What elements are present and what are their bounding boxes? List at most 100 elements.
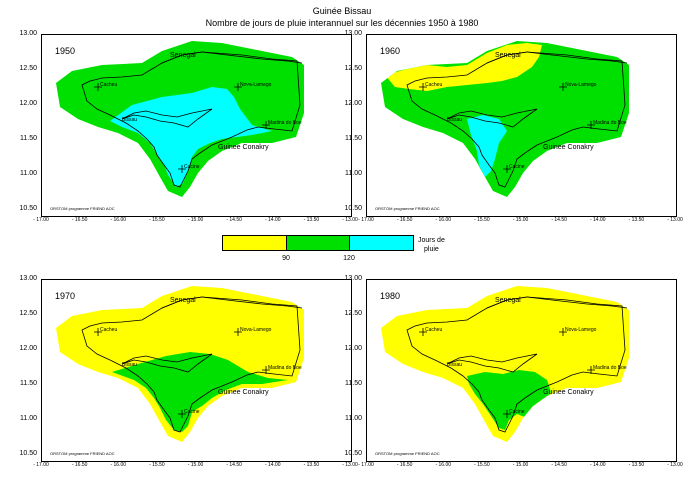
x-tick-row: - 17.00 - 16.50 - 16.00 - 15.50 - 15.00 - 14.… bbox=[33, 462, 361, 472]
y-tick-label: 10.50 bbox=[19, 205, 37, 212]
x-tick-label: - 15.00 bbox=[187, 217, 204, 223]
y-tick-label: 10.50 bbox=[19, 450, 37, 457]
place-marker-nova_lamego bbox=[559, 83, 567, 91]
legend-unit: Jours de pluie bbox=[418, 236, 445, 254]
zone-region bbox=[112, 352, 288, 432]
y-tick-label: 11.00 bbox=[345, 415, 362, 422]
y-tick-label: 12.50 bbox=[344, 310, 362, 317]
y-tick-label: 11.00 bbox=[20, 170, 37, 177]
place-label-cacheu: Cacheu bbox=[100, 327, 117, 333]
place-marker-madina_boe bbox=[587, 121, 595, 129]
x-tick-label: - 14.50 bbox=[551, 217, 567, 223]
place-label-senegal: Senegal bbox=[495, 297, 521, 304]
place-label-nova_lamego: Nova-Lamego bbox=[240, 327, 272, 333]
border-line bbox=[161, 51, 303, 64]
y-tick-label: 11.50 bbox=[20, 380, 37, 387]
place-label-catio: Cacine bbox=[184, 409, 200, 415]
place-marker-catio bbox=[503, 165, 511, 173]
decade-label: 1950 bbox=[55, 46, 76, 56]
y-tick-label: 13.00 bbox=[19, 275, 37, 282]
y-tick-label: 12.00 bbox=[19, 345, 37, 352]
x-tick-row: - 17.00 - 16.50 - 16.00 - 15.50 - 15.00 - 14.… bbox=[33, 217, 361, 227]
map-canvas: Senegal Cacheu Bissau Nova-Lamego Madina do … bbox=[56, 41, 304, 197]
legend-class-mid bbox=[286, 236, 351, 250]
credit-label: ORSTOM programme FRIEND AOC bbox=[375, 206, 440, 211]
panel-1970: 13.00 12.50 12.00 11.50 11.00 10.50 Senegal Cac… bbox=[19, 275, 357, 468]
panel-1980: 13.00 12.50 12.00 11.50 11.00 10.50 Senegal Cac… bbox=[344, 275, 682, 468]
place-label-catio: Cacine bbox=[509, 164, 525, 170]
x-tick-label: - 17.00 bbox=[358, 462, 374, 468]
place-label-guinee_conakry: Guinee Conakry bbox=[543, 144, 594, 151]
place-label-senegal: Senegal bbox=[170, 297, 196, 304]
x-tick-label: - 14.50 bbox=[226, 217, 242, 223]
y-tick-label: 13.00 bbox=[344, 30, 362, 37]
place-label-catio: Cacine bbox=[184, 164, 200, 170]
map-subtitle: Nombre de jours de pluie interannuel sur… bbox=[205, 18, 479, 28]
decade-label: 1970 bbox=[55, 291, 76, 301]
map-canvas: Senegal Cacheu Bissau Nova-Lamego Madina do … bbox=[56, 286, 304, 442]
border-line bbox=[486, 296, 628, 309]
place-marker-nova_lamego bbox=[234, 328, 242, 336]
legend-unit-line2: pluie bbox=[424, 246, 439, 253]
place-label-madina_boe: Madina do Boe bbox=[593, 365, 627, 371]
x-tick-label: - 16.50 bbox=[71, 217, 88, 223]
legend-unit-line1: Jours de bbox=[418, 237, 445, 244]
y-tick-label: 11.00 bbox=[20, 415, 37, 422]
place-marker-catio bbox=[503, 410, 511, 418]
y-tick-label: 13.00 bbox=[344, 275, 362, 282]
place-marker-madina_boe bbox=[262, 121, 270, 129]
legend-threshold-90: 90 bbox=[282, 255, 290, 262]
x-tick-label: - 15.00 bbox=[187, 462, 204, 468]
x-tick-label: - 15.00 bbox=[512, 462, 529, 468]
place-label-madina_boe: Madina do Boe bbox=[268, 365, 302, 371]
map-title: Guinée Bissau bbox=[312, 6, 372, 16]
place-label-nova_lamego: Nova-Lamego bbox=[240, 82, 272, 88]
place-marker-madina_boe bbox=[587, 366, 595, 374]
legend-class-low bbox=[223, 236, 287, 250]
map-frame: Senegal Cacheu Bissau Nova-Lamego Madina do … bbox=[366, 34, 677, 217]
x-tick-label: - 13.00 bbox=[667, 217, 683, 223]
place-label-bissau: Bissau bbox=[122, 362, 137, 368]
x-tick-label: - 15.50 bbox=[474, 217, 490, 223]
x-tick-label: - 14.50 bbox=[226, 462, 242, 468]
credit-label: ORSTOM programme FRIEND AOC bbox=[375, 451, 440, 456]
place-marker-nova_lamego bbox=[234, 83, 242, 91]
panel-1950: 13.00 12.50 12.00 11.50 11.00 10.50 Senegal Cac… bbox=[19, 30, 357, 223]
place-label-senegal: Senegal bbox=[170, 52, 196, 59]
place-marker-catio bbox=[178, 410, 186, 418]
place-marker-cacheu bbox=[94, 328, 102, 336]
place-marker-madina_boe bbox=[262, 366, 270, 374]
place-marker-cacheu bbox=[94, 83, 102, 91]
panel-1960: 13.00 12.50 12.00 11.50 11.00 10.50 Senegal Cac… bbox=[344, 30, 682, 223]
legend-bar bbox=[222, 235, 414, 251]
x-tick-label: - 13.00 bbox=[342, 217, 358, 223]
place-label-nova_lamego: Nova-Lamego bbox=[565, 82, 597, 88]
coastline bbox=[121, 353, 213, 373]
place-label-cacheu: Cacheu bbox=[425, 327, 442, 333]
x-tick-label: - 14.00 bbox=[264, 217, 281, 223]
map-canvas: Senegal Cacheu Bissau Nova-Lamego Madina do … bbox=[381, 286, 629, 442]
place-marker-catio bbox=[178, 165, 186, 173]
coastline bbox=[446, 108, 538, 128]
y-tick-label: 12.00 bbox=[344, 345, 362, 352]
zone-region bbox=[467, 115, 507, 177]
x-tick-label: - 17.00 bbox=[33, 217, 49, 223]
place-label-senegal: Senegal bbox=[495, 52, 521, 59]
y-tick-label: 11.50 bbox=[345, 135, 362, 142]
x-tick-label: - 16.50 bbox=[396, 217, 413, 223]
x-tick-label: - 13.50 bbox=[303, 217, 320, 223]
legend-class-high bbox=[350, 236, 414, 250]
place-label-madina_boe: Madina do Boe bbox=[593, 120, 627, 126]
y-tick-label: 12.50 bbox=[19, 310, 37, 317]
place-label-guinee_conakry: Guinee Conakry bbox=[218, 144, 269, 151]
place-label-cacheu: Cacheu bbox=[100, 82, 117, 88]
place-label-nova_lamego: Nova-Lamego bbox=[565, 327, 597, 333]
x-tick-label: - 16.50 bbox=[71, 462, 88, 468]
place-label-cacheu: Cacheu bbox=[425, 82, 442, 88]
x-tick-label: - 13.00 bbox=[667, 462, 683, 468]
y-tick-label: 12.00 bbox=[344, 100, 362, 107]
x-tick-label: - 16.00 bbox=[110, 462, 127, 468]
y-tick-label: 13.00 bbox=[19, 30, 37, 37]
place-label-guinee_conakry: Guinee Conakry bbox=[543, 389, 594, 396]
x-tick-label: - 15.50 bbox=[149, 462, 165, 468]
